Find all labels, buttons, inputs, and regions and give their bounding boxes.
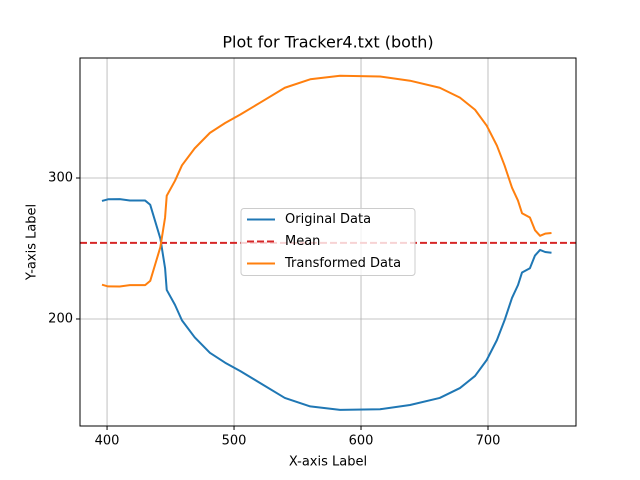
x-tick-label: 400 bbox=[95, 434, 120, 449]
x-tick-label: 700 bbox=[476, 434, 501, 449]
x-tick-label: 600 bbox=[349, 434, 374, 449]
y-tick-label: 200 bbox=[48, 311, 73, 326]
x-axis-label: X-axis Label bbox=[289, 455, 367, 470]
chart-title: Plot for Tracker4.txt (both) bbox=[222, 33, 433, 52]
y-axis-label: Y-axis Label bbox=[25, 204, 40, 281]
y-tick-label: 300 bbox=[48, 170, 73, 185]
legend-box bbox=[240, 208, 416, 276]
data-line bbox=[101, 198, 552, 411]
legend-label: Transformed Data bbox=[284, 256, 401, 271]
axes-frame bbox=[79, 57, 577, 427]
data-line bbox=[101, 74, 552, 288]
legend-label: Mean bbox=[285, 234, 320, 249]
x-tick-label: 500 bbox=[222, 434, 247, 449]
legend-label: Original Data bbox=[285, 212, 371, 227]
legend: Original Data Mean Transformed Data bbox=[240, 208, 416, 276]
